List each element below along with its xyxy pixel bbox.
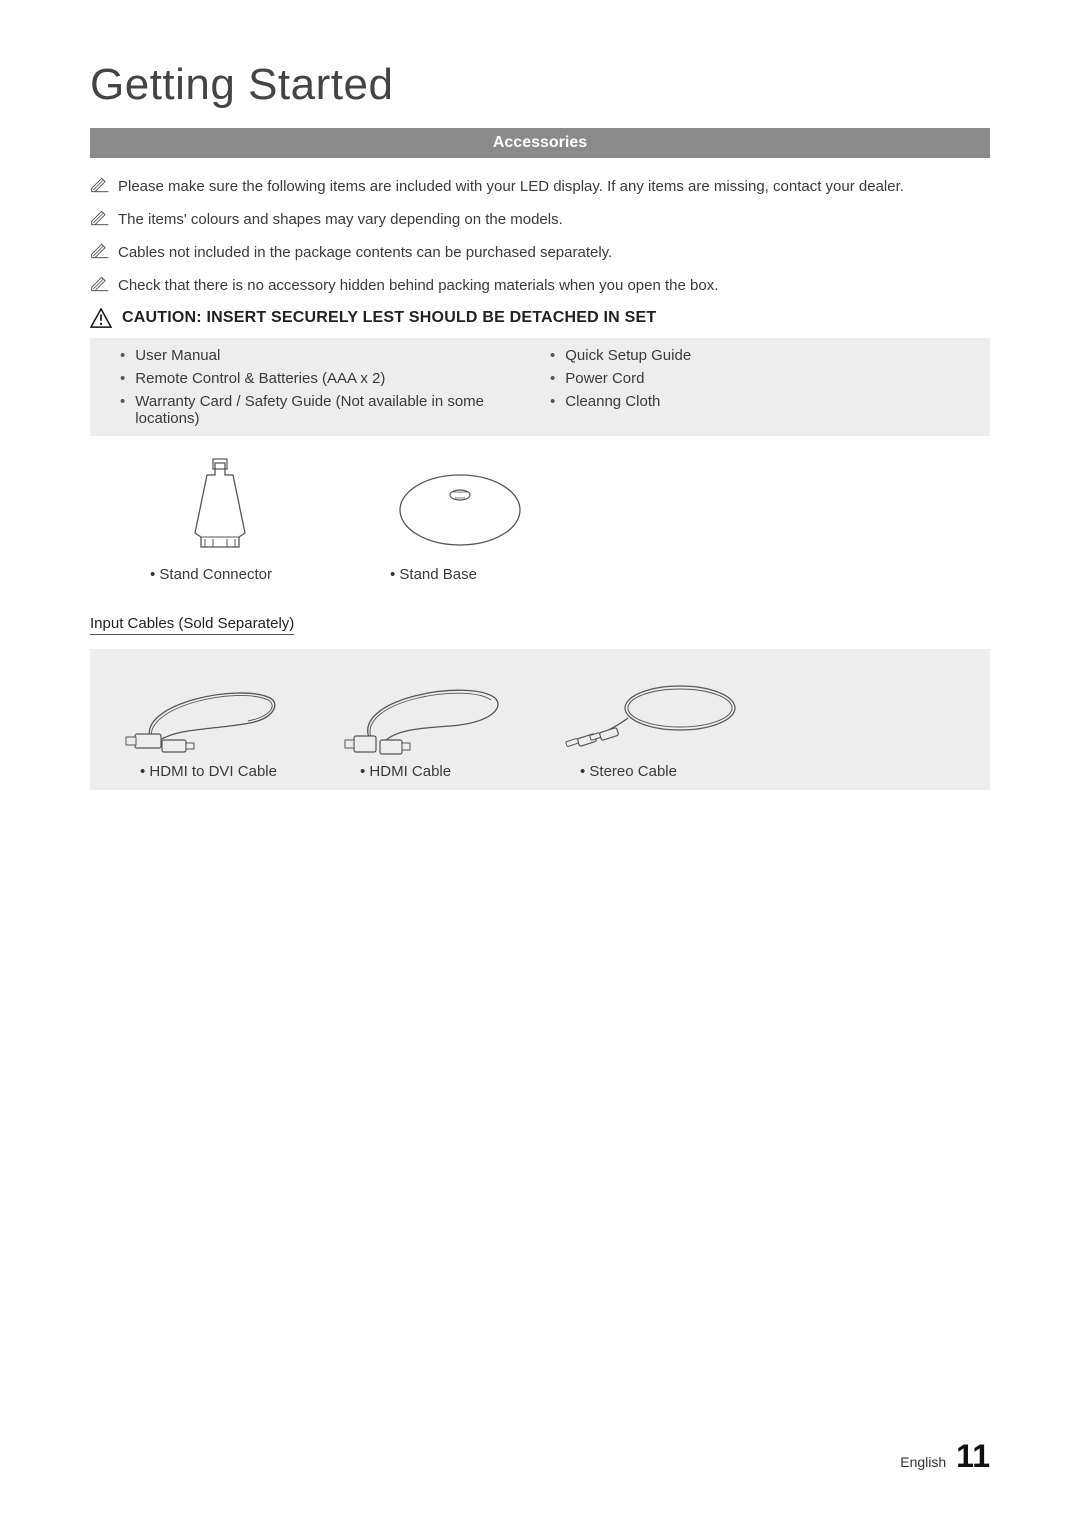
stand-base-cell: Stand Base bbox=[360, 450, 560, 583]
stereo-cable-illustration bbox=[560, 663, 760, 763]
included-left-column: User Manual Remote Control & Batteries (… bbox=[110, 344, 540, 430]
note-line: Cables not included in the package conte… bbox=[90, 242, 990, 263]
cable-hdmi-dvi-cell: HDMI to DVI Cable bbox=[120, 663, 320, 780]
cable-hdmi-label: HDMI Cable bbox=[340, 763, 540, 780]
page-footer: English 11 bbox=[900, 1438, 990, 1475]
warning-triangle-icon bbox=[90, 308, 112, 328]
stand-connector-label: Stand Connector bbox=[120, 566, 320, 583]
manual-page: Getting Started Accessories Please make … bbox=[0, 0, 1080, 1519]
stand-connector-illustration bbox=[120, 450, 320, 560]
list-item: Power Cord bbox=[550, 367, 970, 390]
cable-hdmi-dvi-label: HDMI to DVI Cable bbox=[120, 763, 320, 780]
stand-base-illustration bbox=[360, 450, 560, 560]
list-item: User Manual bbox=[120, 344, 540, 367]
cable-stereo-cell: Stereo Cable bbox=[560, 663, 760, 780]
list-item: Warranty Card / Safety Guide (Not availa… bbox=[120, 390, 540, 430]
input-cables-heading-wrap: Input Cables (Sold Separately) bbox=[90, 609, 990, 649]
item-label: Quick Setup Guide bbox=[565, 347, 691, 364]
hdmi-dvi-cable-illustration bbox=[120, 663, 320, 763]
included-items-box: User Manual Remote Control & Batteries (… bbox=[90, 338, 990, 436]
stand-connector-cell: Stand Connector bbox=[120, 450, 320, 583]
section-bar-accessories: Accessories bbox=[90, 128, 990, 158]
footer-language: English bbox=[900, 1454, 946, 1470]
note-text: Please make sure the following items are… bbox=[118, 176, 904, 197]
caution-text: CAUTION: INSERT SECURELY LEST SHOULD BE … bbox=[122, 309, 656, 327]
item-label: Cleanng Cloth bbox=[565, 393, 660, 410]
cable-hdmi-cell: HDMI Cable bbox=[340, 663, 540, 780]
footer-page-number: 11 bbox=[956, 1438, 990, 1475]
note-icon bbox=[90, 275, 110, 293]
note-line: Check that there is no accessory hidden … bbox=[90, 275, 990, 296]
note-icon bbox=[90, 176, 110, 194]
note-icon bbox=[90, 242, 110, 260]
page-title: Getting Started bbox=[90, 60, 990, 110]
input-cables-heading: Input Cables (Sold Separately) bbox=[90, 615, 294, 635]
item-label: Power Cord bbox=[565, 370, 644, 387]
item-label: User Manual bbox=[135, 347, 220, 364]
included-right-column: Quick Setup Guide Power Cord Cleanng Clo… bbox=[540, 344, 970, 430]
list-item: Remote Control & Batteries (AAA x 2) bbox=[120, 367, 540, 390]
note-text: Check that there is no accessory hidden … bbox=[118, 275, 718, 296]
caution-row: CAUTION: INSERT SECURELY LEST SHOULD BE … bbox=[90, 308, 990, 328]
list-item: Cleanng Cloth bbox=[550, 390, 970, 413]
note-text: Cables not included in the package conte… bbox=[118, 242, 612, 263]
stand-base-label: Stand Base bbox=[360, 566, 560, 583]
list-item: Quick Setup Guide bbox=[550, 344, 970, 367]
item-label: Remote Control & Batteries (AAA x 2) bbox=[135, 370, 385, 387]
note-text: The items' colours and shapes may vary d… bbox=[118, 209, 563, 230]
note-icon bbox=[90, 209, 110, 227]
hdmi-cable-illustration bbox=[340, 663, 540, 763]
cable-stereo-label: Stereo Cable bbox=[560, 763, 760, 780]
cables-box: HDMI to DVI Cable HDMI Cable bbox=[90, 649, 990, 790]
item-label: Warranty Card / Safety Guide (Not availa… bbox=[135, 393, 540, 427]
note-line: The items' colours and shapes may vary d… bbox=[90, 209, 990, 230]
note-line: Please make sure the following items are… bbox=[90, 176, 990, 197]
stand-items-row: Stand Connector Stand Base bbox=[90, 450, 990, 583]
